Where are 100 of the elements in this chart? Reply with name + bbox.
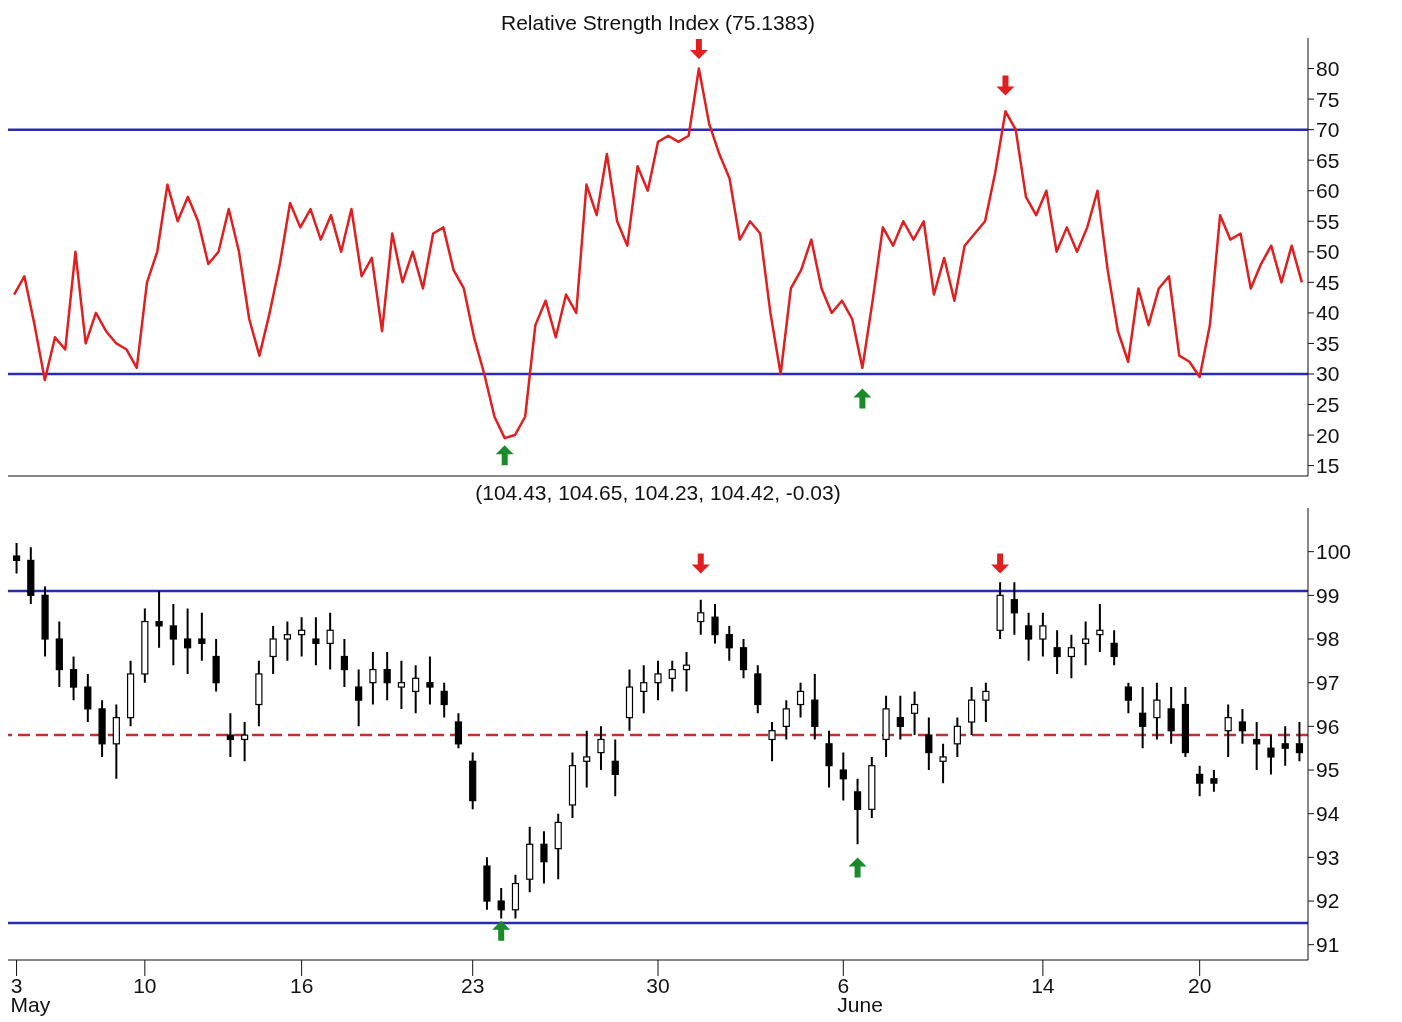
candlestick (412, 664, 420, 715)
candlestick (697, 598, 705, 636)
candlestick (426, 655, 434, 706)
candlestick (1139, 686, 1147, 750)
candlestick (454, 712, 463, 750)
candlestick (1067, 633, 1075, 680)
y-tick-label: 30 (1316, 362, 1340, 386)
candlestick (939, 742, 947, 785)
candlestick (1025, 611, 1033, 662)
y-tick-label: 100 (1316, 540, 1352, 564)
candlestick (212, 638, 220, 693)
candlestick (283, 620, 291, 662)
candlestick (1253, 720, 1261, 772)
candlestick (996, 581, 1004, 641)
candlestick (725, 624, 733, 662)
candlestick (383, 651, 391, 702)
candlestick (269, 624, 277, 675)
candlestick (69, 655, 78, 702)
y-tick-label: 55 (1316, 209, 1340, 233)
y-tick-label: 70 (1316, 118, 1340, 142)
candlestick (326, 611, 334, 671)
candlestick (526, 825, 534, 894)
y-tick-label: 80 (1316, 57, 1340, 80)
y-tick-label: 97 (1316, 671, 1340, 695)
candlestick (184, 607, 192, 675)
candlestick (754, 664, 762, 715)
y-tick-label: 40 (1316, 301, 1340, 325)
candlestick (241, 720, 249, 763)
y-tick-label: 20 (1316, 423, 1340, 447)
y-tick-label: 35 (1316, 331, 1340, 355)
candlestick (312, 616, 320, 667)
candlestick (41, 585, 49, 658)
chart-title: Relative Strength Index (75.1383) (500, 11, 816, 35)
candlestick (1196, 764, 1204, 798)
y-tick-label: 91 (1316, 933, 1340, 957)
x-tick-label: 20 (1187, 973, 1212, 997)
candlestick (1096, 603, 1104, 654)
candlestick (925, 716, 933, 772)
candlestick (112, 703, 120, 780)
candlestick (1110, 629, 1118, 667)
x-tick-label: 30 (646, 973, 670, 997)
candlestick (896, 694, 904, 741)
y-tick-label: 60 (1316, 179, 1340, 203)
candlestick (982, 681, 990, 723)
candlestick (483, 856, 491, 911)
candlestick (868, 755, 876, 820)
candlestick (1010, 581, 1018, 636)
candlestick (739, 638, 748, 680)
candlestick (355, 668, 363, 728)
candlestick (839, 751, 847, 802)
candlestick (226, 712, 234, 758)
candlestick (27, 546, 35, 606)
candlestick (1181, 686, 1190, 758)
candlestick (169, 603, 177, 667)
candlestick (198, 611, 206, 662)
candlestick (1281, 725, 1289, 767)
line-series (12, 67, 1304, 440)
y-tick-label: 75 (1316, 87, 1340, 111)
candlestick (98, 699, 106, 758)
candlestick (568, 751, 577, 820)
candlestick (1224, 703, 1232, 758)
y-tick-label: 93 (1316, 845, 1340, 869)
candlestick (12, 541, 21, 575)
candlestick (141, 607, 149, 684)
candlestick (968, 686, 976, 737)
candlestick (1053, 629, 1061, 675)
candlestick (340, 638, 348, 689)
candlestick (540, 830, 548, 885)
x-tick-label: 23 (461, 973, 485, 997)
candlestick (796, 681, 805, 719)
y-tick-label: 99 (1316, 583, 1340, 607)
x-tick-label: 16 (289, 973, 314, 997)
candlestick (782, 699, 790, 741)
candlestick (882, 694, 890, 758)
candlestick (1210, 769, 1218, 793)
candlestick (853, 777, 862, 846)
candlestick (440, 681, 448, 719)
candlestick (55, 620, 63, 689)
candlestick (811, 672, 819, 741)
y-tick-label: 50 (1316, 240, 1340, 264)
y-tick-label: 65 (1316, 148, 1340, 172)
candlestick (654, 659, 662, 702)
candlestick (583, 729, 591, 789)
x-tick-label: 10 (133, 973, 157, 997)
candlestick (625, 668, 634, 732)
y-tick-label: 45 (1316, 270, 1340, 294)
candlestick (1039, 611, 1047, 658)
candlestick (910, 690, 919, 737)
candlestick (597, 725, 605, 772)
candlestick (682, 651, 691, 693)
candlestick (497, 886, 505, 920)
candlestick (1153, 681, 1161, 741)
y-tick-label: 98 (1316, 627, 1340, 651)
candlestick (155, 589, 163, 649)
candlestick (953, 716, 961, 758)
candlestick (1082, 620, 1090, 667)
y-tick-label: 92 (1316, 889, 1340, 913)
candlestick (640, 664, 648, 715)
candlestick (469, 751, 477, 811)
candlestick (1295, 720, 1304, 763)
